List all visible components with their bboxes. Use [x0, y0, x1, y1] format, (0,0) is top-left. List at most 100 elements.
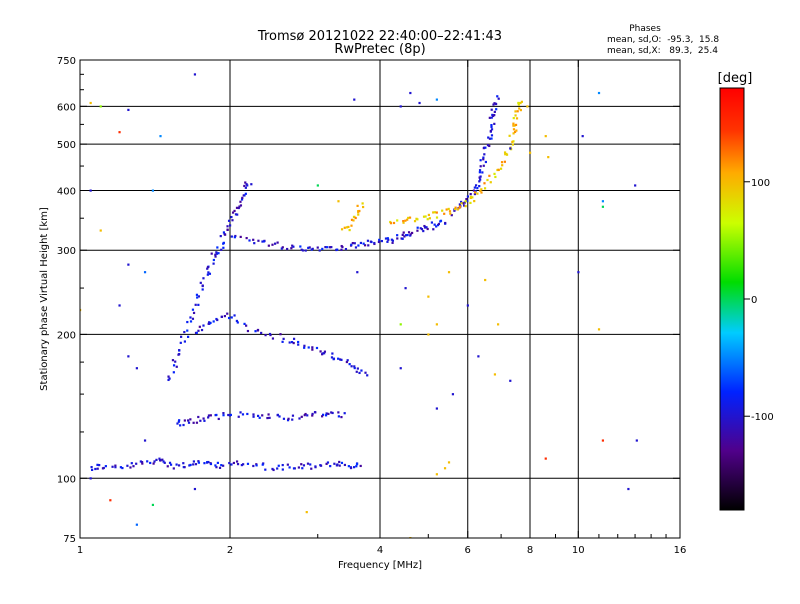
- echo-point: [353, 366, 356, 370]
- echo-point: [363, 244, 367, 247]
- echo-point: [343, 412, 346, 415]
- echo-point: [488, 137, 492, 140]
- echo-point: [162, 460, 165, 463]
- echo-point: [347, 465, 350, 468]
- echo-point: [354, 216, 357, 220]
- echo-point: [278, 415, 281, 418]
- echo-point: [427, 213, 430, 217]
- echo-point: [436, 223, 440, 227]
- echo-point: [303, 344, 306, 347]
- echo-point: [292, 337, 296, 340]
- echo-point: [318, 249, 321, 252]
- noise-point: [143, 271, 147, 274]
- echo-point: [297, 340, 300, 344]
- echo-point: [252, 238, 255, 241]
- echo-point: [435, 211, 438, 214]
- noise-point: [127, 355, 130, 358]
- echo-point: [340, 358, 343, 361]
- echo-point: [96, 467, 99, 470]
- echo-point: [483, 187, 487, 190]
- echo-point: [282, 417, 286, 420]
- noise-point: [484, 278, 487, 282]
- echo-point: [252, 413, 255, 416]
- echo-point: [291, 244, 294, 247]
- echo-point: [473, 186, 476, 189]
- echo-point: [479, 159, 482, 162]
- echo-point: [351, 241, 354, 245]
- echo-point: [129, 466, 132, 469]
- echo-point: [239, 235, 242, 239]
- noise-point: [634, 184, 637, 187]
- echo-point: [227, 413, 230, 417]
- echo-point: [212, 320, 215, 323]
- echo-point: [489, 129, 492, 133]
- echo-point: [413, 220, 417, 223]
- echo-point: [340, 415, 343, 419]
- echo-point: [505, 152, 508, 156]
- echo-point: [186, 329, 189, 332]
- echo-point: [503, 151, 507, 154]
- echo-point: [268, 416, 271, 419]
- echo-point: [448, 210, 452, 213]
- echo-point: [234, 213, 238, 216]
- echo-point: [192, 460, 195, 463]
- noise-point: [409, 91, 412, 95]
- echo-point: [240, 198, 244, 201]
- noise-point: [118, 131, 121, 134]
- echo-point: [311, 346, 314, 349]
- echo-point: [237, 206, 240, 210]
- echo-point: [203, 462, 206, 465]
- echo-point: [416, 226, 419, 229]
- echo-point: [428, 217, 431, 220]
- echo-point: [217, 417, 220, 421]
- echo-point: [430, 221, 434, 224]
- echo-point: [207, 322, 210, 325]
- echo-point: [300, 248, 303, 251]
- echo-point: [172, 364, 176, 367]
- echo-point: [490, 116, 493, 119]
- echo-point: [202, 324, 205, 327]
- echo-point: [345, 360, 348, 364]
- echo-point: [242, 463, 245, 466]
- echo-point: [256, 414, 260, 417]
- echo-point: [488, 174, 491, 177]
- echo-point: [319, 350, 322, 353]
- echo-point: [404, 219, 407, 222]
- noise-point: [529, 151, 532, 154]
- colorbar-tick-label--100: -100: [751, 412, 774, 423]
- echo-point: [514, 114, 517, 117]
- echo-point: [209, 414, 212, 417]
- echo-point: [236, 321, 239, 324]
- echo-point: [288, 341, 291, 344]
- echo-point: [327, 412, 330, 415]
- echo-point: [172, 467, 175, 470]
- noise-point: [544, 135, 547, 138]
- echo-point: [224, 233, 227, 236]
- echo-point: [519, 109, 522, 112]
- echo-point: [222, 412, 225, 415]
- echo-point: [230, 316, 233, 319]
- noise-point: [577, 271, 580, 274]
- echo-point: [476, 192, 479, 195]
- echo-point: [189, 316, 192, 319]
- echo-point: [189, 463, 192, 467]
- echo-point: [479, 178, 482, 181]
- echo-point: [352, 219, 355, 222]
- echo-point: [358, 371, 361, 375]
- x-tick-label-16: 16: [674, 545, 687, 556]
- echo-point: [325, 462, 328, 465]
- noise-point: [80, 308, 82, 312]
- noise-point: [627, 487, 630, 491]
- echo-point: [437, 222, 440, 226]
- echo-point: [486, 178, 489, 182]
- echo-point: [472, 189, 476, 192]
- echo-point: [102, 466, 105, 470]
- echo-point: [146, 460, 149, 463]
- echo-point: [307, 346, 310, 349]
- echo-point: [276, 414, 279, 417]
- echo-point: [463, 201, 466, 204]
- echo-point: [466, 199, 469, 202]
- echo-point: [337, 357, 340, 360]
- echo-point: [191, 308, 195, 311]
